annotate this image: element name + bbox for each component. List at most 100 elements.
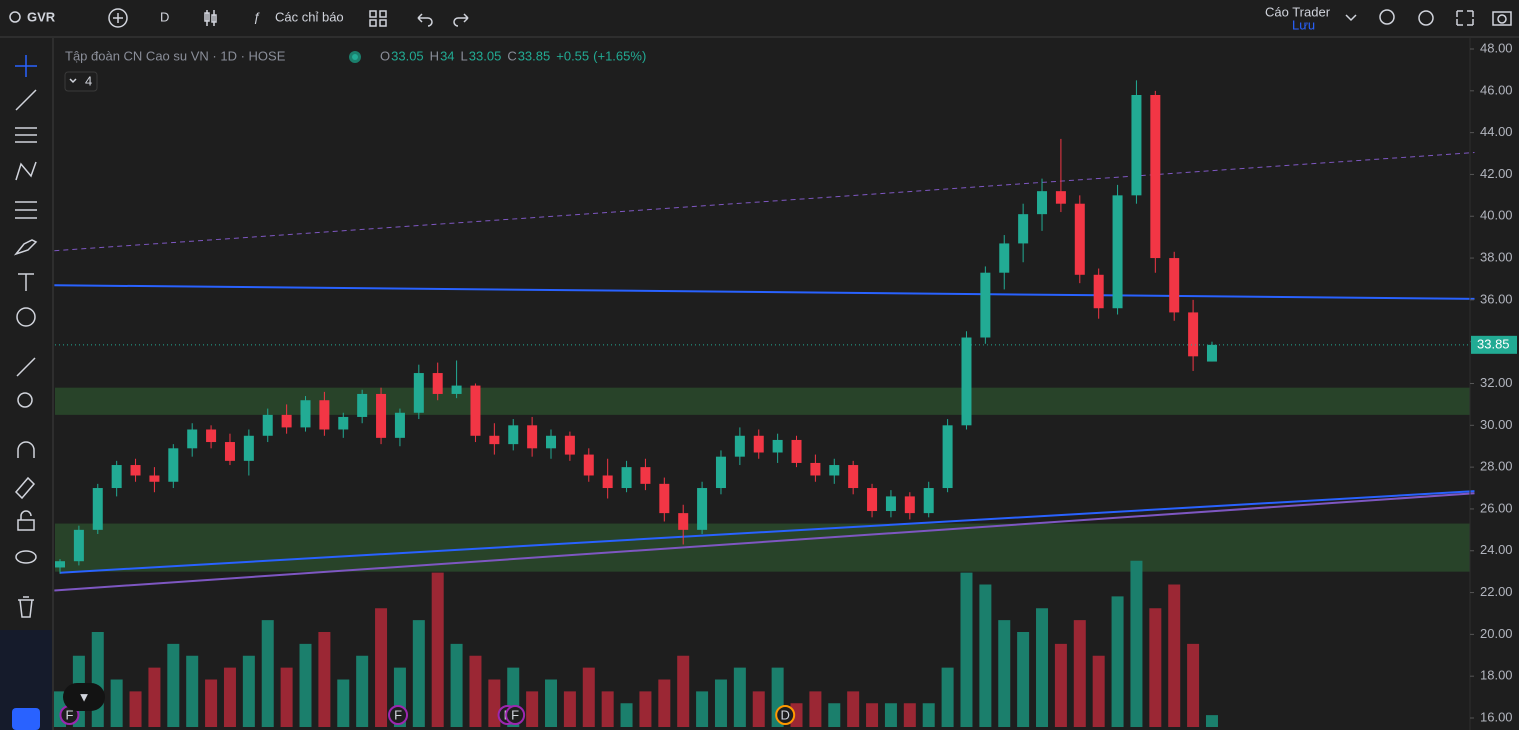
trend-line bbox=[59, 490, 1475, 574]
event-label: D bbox=[780, 707, 789, 722]
layouts[interactable] bbox=[369, 10, 387, 27]
volume-bar bbox=[205, 679, 218, 727]
snapshot[interactable] bbox=[1492, 11, 1512, 26]
candle-body bbox=[508, 425, 519, 445]
indicators-toggle[interactable] bbox=[64, 71, 98, 92]
volume-bar bbox=[1092, 655, 1105, 727]
interval[interactable]: D bbox=[160, 9, 169, 24]
symbol[interactable]: GVR bbox=[27, 9, 56, 24]
candle-body bbox=[885, 496, 896, 512]
volume-bar bbox=[110, 679, 123, 727]
forecast-tool[interactable] bbox=[15, 201, 37, 219]
volume-bar bbox=[866, 703, 879, 727]
volume-bar bbox=[714, 679, 727, 727]
candle-body bbox=[1169, 258, 1180, 313]
volume-bar bbox=[1187, 643, 1200, 727]
candle-body bbox=[319, 400, 330, 430]
volume-bar bbox=[639, 691, 652, 727]
last-price-tag bbox=[1471, 335, 1517, 354]
lock-tool[interactable] bbox=[17, 510, 35, 531]
y-tick-label: 20.00 bbox=[1480, 626, 1513, 641]
favorites[interactable] bbox=[12, 708, 40, 730]
candle-body bbox=[715, 456, 726, 489]
volume-bar bbox=[809, 691, 822, 727]
measure-tool[interactable] bbox=[16, 357, 36, 377]
candle-body bbox=[640, 467, 651, 484]
y-tick-label: 44.00 bbox=[1480, 124, 1513, 139]
volume-bar bbox=[677, 655, 690, 727]
settings-icon[interactable] bbox=[1418, 10, 1434, 26]
volume-bar bbox=[91, 632, 104, 727]
last-price-label: 33.85 bbox=[1477, 336, 1510, 351]
volume-bar bbox=[696, 691, 709, 727]
event-marker bbox=[388, 705, 409, 725]
cursor-tool[interactable] bbox=[15, 55, 37, 77]
layout-name[interactable]: Cáo Trader bbox=[1265, 4, 1331, 19]
candle-body bbox=[583, 454, 594, 476]
trendline-tool[interactable] bbox=[15, 89, 37, 111]
chart-type[interactable] bbox=[204, 10, 217, 26]
candle-body bbox=[376, 393, 387, 438]
candle-body bbox=[867, 488, 878, 512]
trend-line bbox=[54, 284, 1475, 300]
event-label: F bbox=[511, 707, 519, 722]
candle-body bbox=[734, 435, 745, 457]
volume-bar bbox=[752, 691, 765, 727]
add-symbol[interactable] bbox=[108, 8, 128, 28]
candle-body bbox=[432, 373, 443, 394]
candle-body bbox=[923, 488, 934, 514]
undo[interactable] bbox=[417, 13, 433, 27]
volume-bar bbox=[526, 691, 539, 727]
search-icon[interactable] bbox=[9, 11, 21, 23]
candle-body bbox=[413, 373, 424, 413]
market-status-dot bbox=[352, 54, 358, 60]
y-tick-label: 32.00 bbox=[1480, 375, 1513, 390]
candle-body bbox=[791, 439, 802, 463]
delete-tool[interactable] bbox=[18, 596, 34, 618]
candle-body bbox=[338, 416, 349, 430]
volume-bar bbox=[979, 584, 992, 727]
event-marker bbox=[775, 705, 796, 725]
candle-body bbox=[697, 488, 708, 530]
ohlc-value: 33.05 bbox=[469, 48, 502, 63]
candle-body bbox=[564, 435, 575, 455]
volume-bar bbox=[148, 667, 161, 727]
fib-tool[interactable] bbox=[15, 127, 37, 143]
ohlc-key: H bbox=[430, 48, 439, 63]
candle-body bbox=[1112, 195, 1123, 309]
volume-bar bbox=[1205, 715, 1218, 727]
candle-body bbox=[394, 412, 405, 438]
volume-bar bbox=[412, 620, 425, 727]
candle-body bbox=[357, 393, 368, 417]
snapshot-lens bbox=[1497, 14, 1507, 24]
zoom-tool[interactable] bbox=[17, 392, 33, 408]
candle-body bbox=[262, 414, 273, 436]
y-tick-label: 38.00 bbox=[1480, 250, 1513, 265]
indicators[interactable]: Các chỉ báo bbox=[275, 9, 344, 24]
pattern-tool[interactable] bbox=[15, 161, 37, 181]
volume-bar bbox=[1054, 643, 1067, 727]
candle-body bbox=[281, 414, 292, 428]
emoji-tool[interactable] bbox=[16, 307, 36, 327]
magnet-tool[interactable] bbox=[17, 441, 35, 458]
volume-bar bbox=[242, 655, 255, 727]
candle-body bbox=[829, 465, 840, 476]
ohlc-key: L bbox=[461, 48, 468, 63]
visibility-tool[interactable] bbox=[15, 550, 37, 564]
lock-draw[interactable] bbox=[14, 476, 36, 500]
chevron bbox=[69, 78, 77, 84]
candle-body bbox=[1150, 94, 1161, 259]
volume-bar bbox=[450, 643, 463, 727]
alert-icon[interactable] bbox=[1379, 9, 1395, 25]
fullscreen[interactable] bbox=[1456, 10, 1474, 26]
volume-bar bbox=[1168, 584, 1181, 727]
brush-tool[interactable] bbox=[13, 239, 38, 256]
layout-menu[interactable] bbox=[1345, 14, 1357, 22]
text-tool[interactable] bbox=[18, 273, 34, 291]
candle-body bbox=[489, 435, 500, 445]
candle-body bbox=[1188, 312, 1199, 357]
redo[interactable] bbox=[453, 13, 469, 27]
tv-logo[interactable] bbox=[63, 683, 105, 711]
volume-bar bbox=[186, 655, 199, 727]
